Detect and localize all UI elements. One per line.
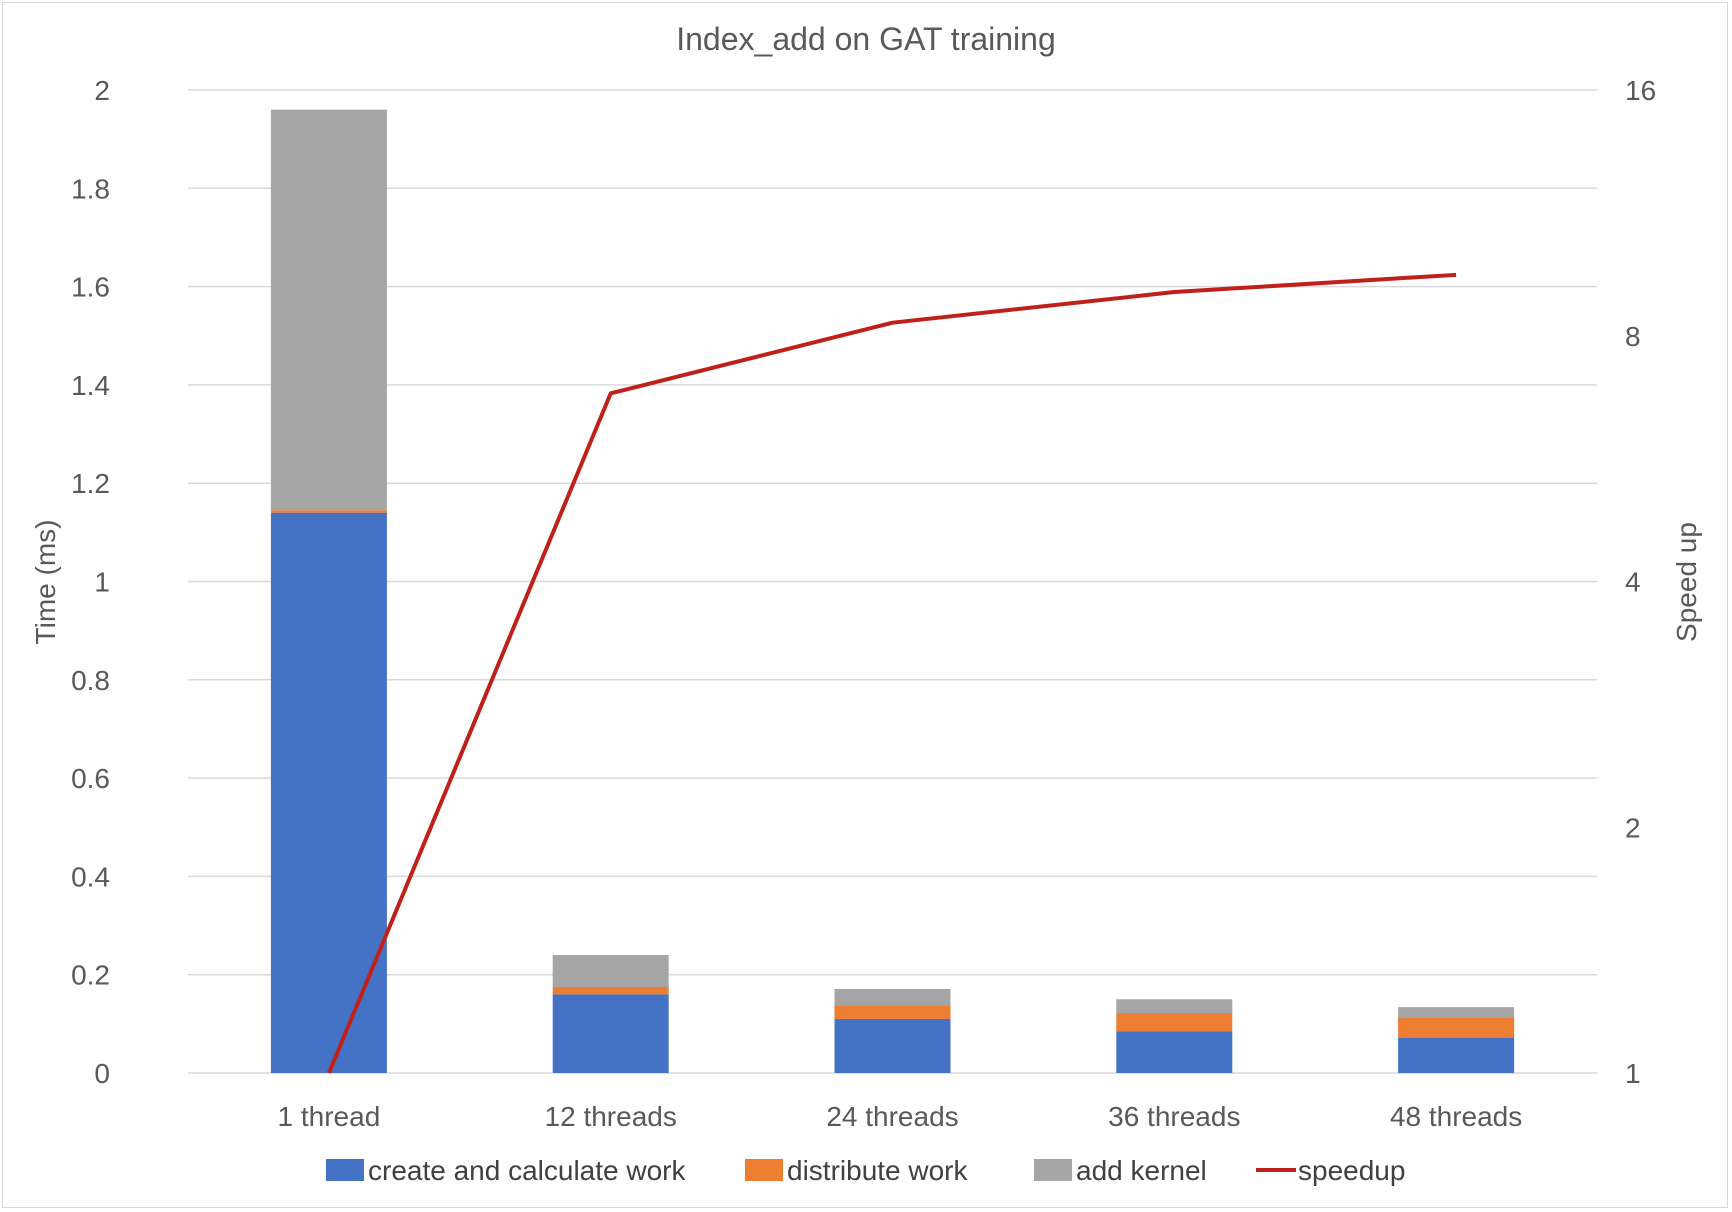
y-tick-label: 0.8 (71, 665, 110, 696)
bar-add-kernel (1116, 999, 1233, 1014)
legend-swatch (1034, 1159, 1072, 1181)
bar-add-kernel (270, 109, 387, 511)
y2-tick-label: 4 (1625, 567, 1641, 598)
bar-create-and-calculate-work (1116, 1031, 1233, 1073)
bar-add-kernel (552, 955, 669, 987)
legend-label: create and calculate work (368, 1155, 687, 1186)
y-tick-label: 1.6 (71, 272, 110, 303)
x-tick-label: 1 thread (278, 1101, 381, 1132)
y2-tick-label: 16 (1625, 75, 1656, 106)
y-tick-label: 0.6 (71, 763, 110, 794)
chart-title: Index_add on GAT training (676, 21, 1056, 57)
bar-distribute-work (552, 986, 669, 995)
bar-distribute-work (270, 510, 387, 513)
x-tick-label: 24 threads (826, 1101, 958, 1132)
axes: 0 0.2 0.4 0.6 0.8 1 1.2 1.4 1.6 1.8 2 1 2 4 8 16 1 threa… (71, 75, 1656, 1132)
y-tick-label: 1 (94, 567, 110, 598)
bar-create-and-calculate-work (834, 1018, 951, 1073)
x-tick-label: 36 threads (1108, 1101, 1240, 1132)
bar-create-and-calculate-work (270, 512, 387, 1073)
bar-distribute-work (834, 1005, 951, 1019)
legend: create and calculate work distribute work… (326, 1155, 1405, 1186)
legend-label: distribute work (787, 1155, 969, 1186)
speedup-line-layer (327, 272, 1457, 1074)
legend-label: add kernel (1076, 1155, 1207, 1186)
y-tick-label: 2 (94, 75, 110, 106)
y2-tick-label: 2 (1625, 812, 1641, 843)
y2-tick-label: 8 (1625, 321, 1641, 352)
bars (270, 109, 1515, 1073)
legend-swatch (745, 1159, 783, 1181)
bar-distribute-work (1398, 1017, 1515, 1038)
x-tick-label: 48 threads (1390, 1101, 1522, 1132)
bar-create-and-calculate-work (1398, 1037, 1515, 1073)
y-tick-label: 1.2 (71, 468, 110, 499)
bar-create-and-calculate-work (552, 994, 669, 1073)
speedup-line (327, 272, 1457, 1074)
bar-add-kernel (1398, 1007, 1515, 1018)
y2-tick-label: 1 (1625, 1058, 1641, 1089)
legend-label: speedup (1298, 1155, 1405, 1186)
y-tick-label: 1.8 (71, 173, 110, 204)
y-tick-label: 1.4 (71, 370, 110, 401)
gridlines (188, 89, 1597, 1074)
legend-swatch (326, 1159, 364, 1181)
y-tick-label: 0.4 (71, 861, 110, 892)
y-tick-label: 0.2 (71, 960, 110, 991)
bar-add-kernel (834, 988, 951, 1006)
y-axis-title: Time (ms) (30, 520, 61, 645)
bar-distribute-work (1116, 1013, 1233, 1032)
x-tick-label: 12 threads (545, 1101, 677, 1132)
y-tick-label: 0 (94, 1058, 110, 1089)
y2-axis-title: Speed up (1671, 522, 1702, 642)
